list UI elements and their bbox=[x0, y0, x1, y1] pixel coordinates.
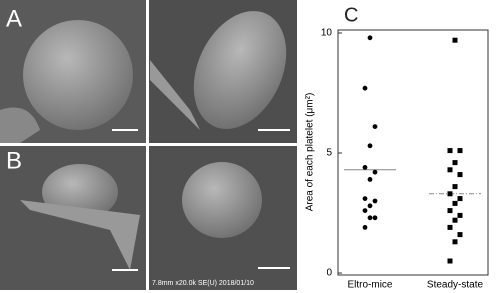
data-point bbox=[452, 160, 458, 166]
y-axis-label: Area of each platelet (μm²) bbox=[305, 93, 316, 212]
y-tick-label: 10 bbox=[321, 28, 333, 39]
data-point bbox=[447, 167, 453, 173]
data-point bbox=[367, 35, 373, 41]
data-point bbox=[362, 196, 368, 202]
micrograph-caption: 7.8mm x20.0k SE(U) 2018/01/10 bbox=[152, 280, 254, 287]
data-point bbox=[362, 85, 368, 91]
data-point bbox=[372, 124, 378, 129]
platelet bbox=[182, 162, 262, 238]
platelet bbox=[23, 20, 133, 130]
data-point bbox=[367, 203, 373, 209]
data-point bbox=[372, 169, 378, 175]
y-tick-label: 0 bbox=[326, 268, 332, 279]
data-point bbox=[362, 225, 368, 230]
data-point bbox=[362, 165, 368, 170]
data-point bbox=[367, 177, 373, 182]
data-point bbox=[447, 224, 453, 230]
data-point bbox=[457, 148, 463, 154]
data-point bbox=[452, 37, 458, 43]
data-point bbox=[372, 198, 378, 204]
data-point bbox=[457, 196, 463, 202]
panel-label: A bbox=[6, 5, 22, 32]
x-tick-label: Eltro-mice bbox=[347, 280, 392, 291]
data-point bbox=[447, 208, 453, 214]
data-point bbox=[447, 148, 453, 154]
data-point bbox=[452, 217, 458, 223]
data-point bbox=[367, 215, 373, 221]
data-point bbox=[452, 200, 458, 206]
data-point bbox=[367, 143, 373, 149]
data-point bbox=[362, 208, 368, 214]
x-tick-label: Steady-state bbox=[427, 280, 484, 291]
panel-label: C bbox=[344, 4, 358, 26]
y-tick-label: 5 bbox=[326, 148, 332, 159]
data-point bbox=[447, 191, 453, 197]
data-point bbox=[372, 215, 378, 221]
platelet bbox=[193, 11, 287, 129]
data-point bbox=[457, 232, 463, 238]
micrographs: A B 7.8mm x20.0k SE(U) 2018/01/10 bbox=[0, 0, 297, 290]
data-point bbox=[452, 239, 458, 245]
debris bbox=[20, 200, 140, 270]
data-point bbox=[447, 258, 453, 264]
panel-label: B bbox=[6, 147, 22, 174]
debris bbox=[0, 107, 40, 143]
data-point bbox=[457, 212, 463, 218]
data-point bbox=[452, 184, 458, 190]
debris bbox=[150, 60, 200, 130]
plot-frame bbox=[337, 29, 489, 276]
data-point bbox=[457, 172, 463, 178]
